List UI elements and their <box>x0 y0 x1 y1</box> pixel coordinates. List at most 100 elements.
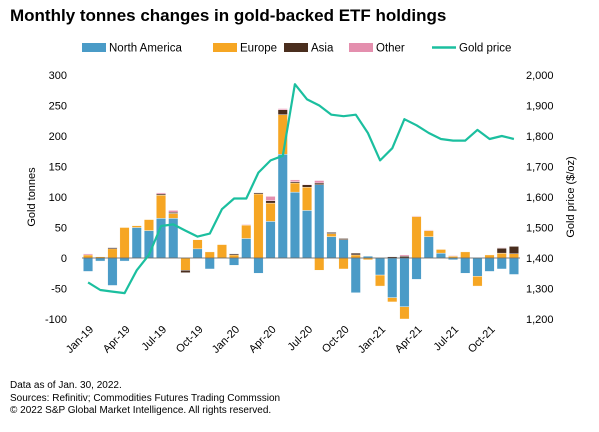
bar-asia <box>508 246 519 254</box>
bar-europe <box>216 244 227 259</box>
x-tick-label: Oct-20 <box>320 324 352 356</box>
bar-europe <box>350 254 361 259</box>
legend-swatch <box>284 43 308 52</box>
x-tick-label: Oct-19 <box>174 324 206 356</box>
bar-north-america <box>156 218 167 259</box>
x-tick-label: Jan-21 <box>356 324 388 356</box>
bar-north-america <box>472 257 483 277</box>
bar-other <box>277 108 288 110</box>
bar-other <box>289 179 300 182</box>
x-tick-label: Jan-19 <box>64 324 96 356</box>
legend-label: Gold price <box>459 43 511 55</box>
bar-europe <box>192 239 203 250</box>
legend-label: North America <box>109 43 182 55</box>
bar-north-america <box>411 257 422 280</box>
bar-europe <box>180 257 191 271</box>
bar-europe <box>107 248 118 259</box>
bar-other <box>83 253 94 256</box>
bar-north-america <box>460 257 471 274</box>
bar-north-america <box>326 236 337 259</box>
footnote-sources: Sources: Refinitiv; Commodities Futures … <box>10 392 281 404</box>
x-tick-label: Jul-20 <box>286 324 316 354</box>
bar-europe <box>387 297 398 303</box>
bar-europe <box>314 257 325 271</box>
y-axis-title: Gold tonnes <box>26 167 38 227</box>
bar-north-america <box>375 257 386 276</box>
legend-swatch <box>349 43 373 52</box>
bar-north-america <box>119 257 130 262</box>
y-tick-label: 100 <box>49 192 67 204</box>
bar-north-america <box>508 257 519 275</box>
bar-europe <box>156 194 167 219</box>
bar-europe <box>326 233 337 237</box>
bar-north-america <box>302 210 313 259</box>
bar-europe <box>302 187 313 211</box>
y2-tick-label: 1,300 <box>526 284 554 296</box>
bar-europe <box>289 182 300 193</box>
bar-asia <box>338 238 349 240</box>
y-tick-label: 250 <box>49 101 67 113</box>
bar-europe <box>265 202 276 222</box>
bar-north-america <box>484 257 495 272</box>
bar-europe <box>119 227 130 259</box>
y2-axis-title: Gold price ($/oz) <box>565 156 577 237</box>
x-tick-label: Apr-21 <box>393 324 425 356</box>
bar-asia <box>302 184 313 188</box>
y2-tick-label: 1,200 <box>526 314 554 326</box>
x-tick-label: Oct-21 <box>466 324 498 356</box>
bar-north-america <box>399 257 410 307</box>
y2-tick-label: 1,400 <box>526 253 554 265</box>
bar-europe <box>131 225 142 228</box>
x-tick-label: Jan-20 <box>210 324 242 356</box>
bar-europe <box>411 216 422 259</box>
y2-tick-label: 2,000 <box>526 70 554 82</box>
bar-europe <box>253 193 264 259</box>
bar-other <box>302 183 313 186</box>
bar-north-america <box>229 257 240 266</box>
bar-other <box>265 196 276 201</box>
bar-north-america <box>131 227 142 259</box>
bar-asia <box>314 182 325 186</box>
legend: North America Europe Asia Other Gold price <box>82 43 511 55</box>
bar-europe <box>375 274 386 287</box>
bar-north-america <box>95 257 106 262</box>
bar-europe <box>168 213 179 219</box>
bar-north-america <box>350 257 361 293</box>
footnotes: Data as of Jan. 30, 2022. Sources: Refin… <box>10 380 280 418</box>
y2-tick-label: 1,600 <box>526 192 554 204</box>
bar-asia <box>265 200 276 204</box>
y2-tick-label: 1,500 <box>526 223 554 235</box>
bar-asia <box>180 270 191 273</box>
bar-other <box>496 247 507 249</box>
bar-europe <box>423 230 434 237</box>
bar-north-america <box>289 191 300 259</box>
bar-europe <box>399 306 410 320</box>
bar-other <box>399 254 410 257</box>
bar-north-america <box>314 184 325 259</box>
bar-north-america <box>192 248 203 259</box>
axes: 300 250 200 150 100 50 0 -50 -100 2,000 1,900 1,800… <box>26 70 577 356</box>
bar-north-america <box>435 252 446 259</box>
legend-label: Europe <box>240 43 277 55</box>
bar-europe <box>508 253 519 259</box>
bar-asia <box>277 109 288 115</box>
bar-other <box>168 210 179 213</box>
bar-north-america <box>496 257 507 270</box>
x-tick-label: Apr-20 <box>247 324 279 356</box>
gold-price-line-path <box>87 83 515 295</box>
bar-europe <box>472 276 483 287</box>
y-tick-label: 50 <box>55 223 67 235</box>
bar-north-america <box>387 257 398 298</box>
bar-europe <box>204 251 215 259</box>
bar-asia <box>496 248 507 254</box>
bar-asia <box>229 253 240 256</box>
bar-other <box>448 255 459 257</box>
chart-title: Monthly tonnes changes in gold-backed ET… <box>10 6 447 25</box>
y2-tick-label: 1,900 <box>526 101 554 113</box>
footnote-data-date: Data as of Jan. 30, 2022. <box>10 380 122 391</box>
legend-swatch <box>82 43 106 52</box>
bar-north-america <box>277 154 288 259</box>
y-tick-label: 200 <box>49 131 67 143</box>
y-tick-label: 150 <box>49 162 67 174</box>
legend-swatch <box>213 43 237 52</box>
